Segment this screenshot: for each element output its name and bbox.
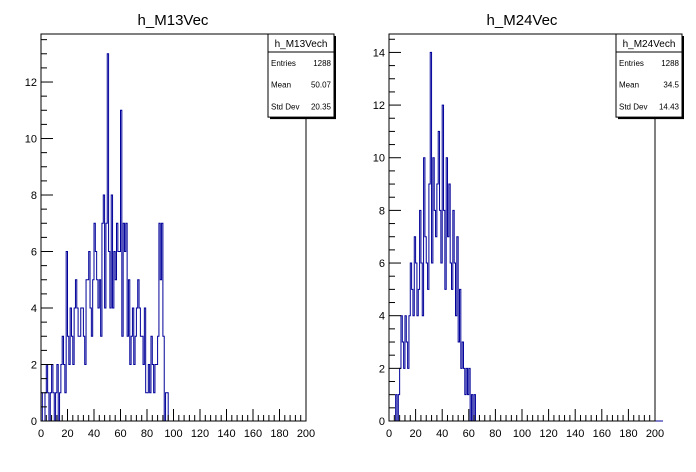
y-tick-label: 12 (373, 100, 385, 112)
x-tick-label: 200 (297, 428, 315, 440)
x-tick-label: 0 (386, 428, 392, 440)
x-tick-label: 100 (513, 428, 531, 440)
stats-label: Std Dev (271, 102, 299, 111)
x-tick-label: 100 (164, 428, 182, 440)
x-tick-label: 160 (593, 428, 611, 440)
y-tick-label: 10 (373, 153, 385, 165)
stats-label: Mean (271, 81, 291, 90)
x-tick-label: 140 (566, 428, 584, 440)
y-tick-label: 0 (379, 416, 385, 428)
x-tick-label: 80 (489, 428, 501, 440)
stats-value: 1288 (661, 59, 679, 68)
stats-value: 34.5 (663, 81, 679, 90)
x-tick-label: 20 (61, 428, 73, 440)
x-tick-label: 140 (217, 428, 235, 440)
stats-label: Entries (271, 59, 296, 68)
stats-label: Std Dev (619, 102, 647, 111)
stats-label: Mean (619, 81, 639, 90)
x-tick-label: 120 (539, 428, 557, 440)
histogram-series (40, 53, 306, 422)
x-tick-label: 40 (436, 428, 448, 440)
y-tick-label: 4 (379, 311, 385, 323)
y-tick-label: 6 (31, 247, 37, 259)
stats-name: h_M13Vech (275, 39, 328, 50)
x-tick-label: 60 (463, 428, 475, 440)
x-tick-label: 180 (619, 428, 637, 440)
stats-box-frame (615, 33, 683, 118)
stats-box: h_M13Vech Entries 1288 Mean 50.07 Std Dev 20.3… (267, 33, 336, 120)
y-tick-label: 4 (31, 303, 37, 315)
stats-box: h_M24Vech Entries 1288 Mean 34.5 Std Dev 14.43 (615, 33, 684, 120)
stats-value: 14.43 (659, 102, 680, 111)
stats-label: Entries (619, 59, 644, 68)
stats-value: 1288 (313, 59, 331, 68)
chart-title: h_M24Vec (487, 12, 558, 29)
y-tick-label: 10 (25, 134, 37, 146)
histogram-pad-2: h_M24Vec 0 20 40 60 80 100 120 140 160 180 200 0 2 4 6 8… (373, 12, 684, 440)
x-tick-label: 20 (409, 428, 421, 440)
stats-value: 50.07 (311, 81, 332, 90)
stats-value: 20.35 (311, 102, 332, 111)
x-tick-label: 0 (38, 428, 44, 440)
x-tick-label: 40 (88, 428, 100, 440)
y-tick-label: 0 (31, 416, 37, 428)
x-tick-label: 60 (114, 428, 126, 440)
stats-name: h_M24Vech (623, 39, 676, 50)
x-tick-label: 180 (270, 428, 288, 440)
chart-title: h_M13Vec (138, 12, 209, 29)
histogram-pad-1: h_M13Vec 0 20 40 60 80 100 120 140 160 180 200 0 2 4 6 8… (25, 12, 336, 440)
y-tick-label: 2 (31, 360, 37, 372)
y-tick-label: 14 (373, 47, 385, 59)
y-tick-label: 8 (31, 190, 37, 202)
y-tick-label: 6 (379, 258, 385, 270)
y-tick-label: 2 (379, 363, 385, 375)
y-tick-label: 12 (25, 77, 37, 89)
y-tick-label: 8 (379, 205, 385, 217)
stats-box-frame (267, 33, 335, 118)
x-tick-label: 200 (646, 428, 664, 440)
x-tick-label: 80 (141, 428, 153, 440)
plot-frame (40, 33, 307, 422)
x-tick-label: 160 (244, 428, 262, 440)
x-tick-label: 120 (191, 428, 209, 440)
